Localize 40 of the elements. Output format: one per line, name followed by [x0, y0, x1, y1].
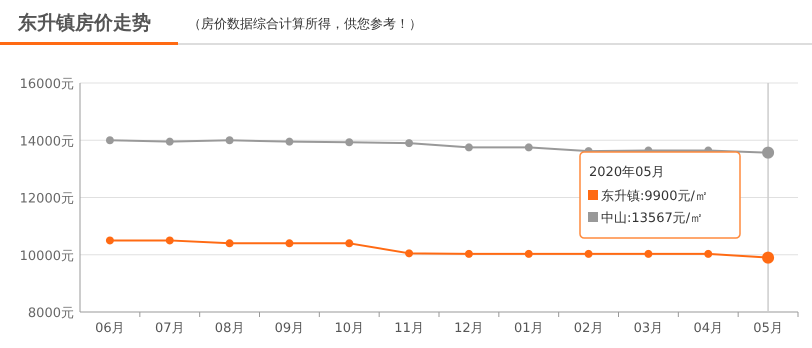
point: [405, 139, 414, 148]
x-tick-label: 09月: [274, 321, 304, 336]
x-tick-label: 01月: [514, 321, 544, 336]
point: [644, 250, 652, 258]
x-tick-label: 04月: [693, 321, 724, 336]
y-tick-label: 14000元: [20, 134, 74, 150]
x-tick-label: 05月: [753, 321, 783, 336]
tooltip: 2020年05月 东升镇:9900元/㎡ 中山:13567元/㎡: [579, 151, 741, 239]
x-tick-label: 03月: [634, 321, 664, 336]
point: [166, 236, 174, 244]
point: [285, 138, 294, 146]
annotation: 2020年05月: [589, 165, 665, 180]
point: [405, 249, 414, 258]
point: [704, 250, 712, 258]
x-tick-label: 11月: [394, 321, 424, 336]
point: [524, 143, 533, 152]
x-tick-label: 08月: [214, 321, 244, 336]
point: [106, 236, 114, 244]
point: [524, 250, 533, 258]
x-tick-label: 06月: [95, 321, 125, 336]
y-tick-label: 8000元: [28, 306, 74, 321]
point: [285, 239, 294, 248]
y-tick-label: 12000元: [20, 192, 74, 206]
point: [345, 239, 354, 248]
point: [345, 138, 354, 146]
point: [464, 143, 473, 152]
point: [584, 250, 593, 258]
point: [226, 239, 234, 248]
x-tick-label: 10月: [334, 321, 364, 336]
chart-title: 东升镇房价走势: [17, 12, 151, 34]
x-tick-label: 02月: [574, 321, 604, 336]
point: [226, 136, 234, 144]
point: [464, 250, 473, 258]
point: [166, 138, 174, 146]
chart-subtitle: （房价数据综合计算所得，供您参考！）: [188, 16, 422, 32]
point: [106, 136, 114, 144]
y-tick-label: 10000元: [20, 248, 74, 264]
y-tick-label: 16000元: [20, 77, 74, 92]
x-tick-label: 12月: [454, 321, 484, 336]
x-tick-label: 07月: [154, 321, 185, 336]
